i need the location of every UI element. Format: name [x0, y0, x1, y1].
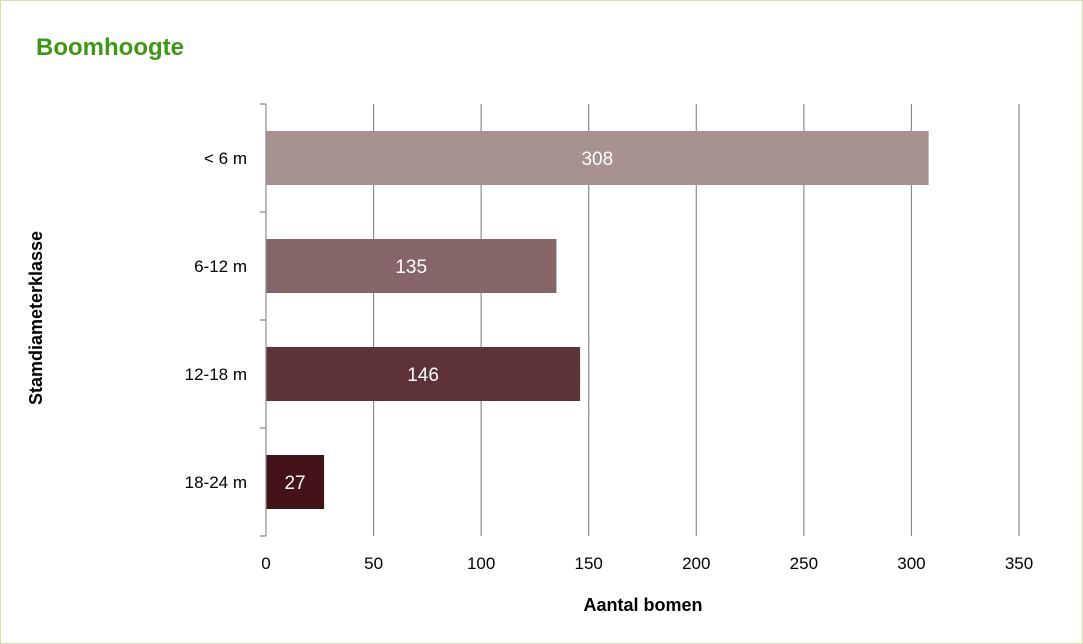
y-tick-label: < 6 m: [204, 149, 247, 168]
bar-data-label: 308: [581, 149, 613, 170]
bar-data-label: 135: [395, 257, 427, 278]
x-tick-label: 150: [575, 554, 603, 573]
bar-data-label: 27: [284, 473, 305, 494]
x-tick-label: 100: [467, 554, 495, 573]
bar: [266, 455, 325, 509]
x-tick-label: 300: [897, 554, 925, 573]
axes: [260, 103, 267, 537]
y-axis-title: Stamdiameterklasse: [26, 231, 46, 405]
bar: [266, 131, 929, 185]
y-tick-label: 12-18 m: [185, 365, 247, 384]
bar: [266, 347, 581, 401]
chart-title: Boomhoogte: [36, 34, 184, 61]
bar-data-label: 146: [407, 365, 439, 386]
y-tick-label: 18-24 m: [185, 473, 247, 492]
x-axis-title: Aantal bomen: [583, 595, 702, 615]
bar: [266, 239, 557, 293]
y-tick-label: 6-12 m: [194, 257, 247, 276]
x-tick-label: 250: [790, 554, 818, 573]
tick-labels: 0 50 100 150 200 250 300 350 < 6 m 6-12 m 12-18 m 1…: [185, 149, 1034, 573]
x-tick-label: 350: [1005, 554, 1033, 573]
x-tick-label: 50: [364, 554, 383, 573]
x-tick-label: 0: [261, 554, 270, 573]
bars: 308 135 146 27: [266, 131, 929, 509]
x-tick-label: 200: [682, 554, 710, 573]
